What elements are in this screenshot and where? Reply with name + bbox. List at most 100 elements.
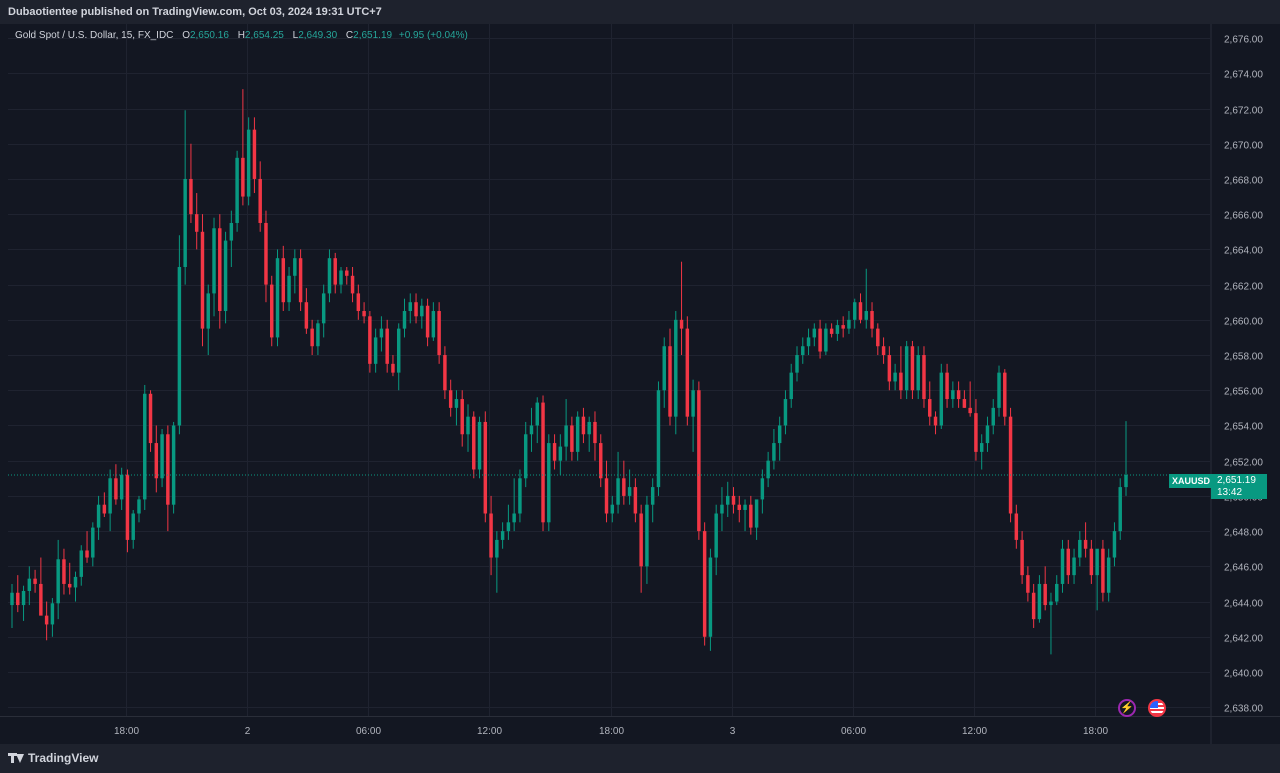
candle (85, 531, 89, 563)
tradingview-logo[interactable]: TradingView (8, 751, 98, 765)
candle (171, 421, 176, 514)
candle (131, 509, 135, 549)
candle-body (362, 311, 366, 317)
candle-body (864, 311, 868, 320)
candle-body (945, 372, 949, 400)
us-flag-icon[interactable] (1148, 699, 1166, 717)
candle-body (33, 578, 37, 584)
candle (275, 249, 280, 347)
candle-body (500, 531, 505, 540)
candle-body (143, 393, 147, 500)
candle (1026, 566, 1030, 602)
candle-body (720, 504, 724, 514)
candle-body (956, 390, 961, 400)
candle-body (523, 434, 528, 479)
open-label: O (182, 30, 190, 41)
candle-body (183, 178, 187, 267)
candle (599, 434, 603, 488)
candle (102, 492, 107, 518)
candle (593, 411, 597, 461)
candle-body (633, 487, 638, 514)
candle-body (448, 390, 453, 408)
price-tick-label: 2,658.00 (1224, 352, 1263, 363)
lightning-icon[interactable]: ⚡ (1118, 699, 1136, 717)
candle-body (599, 443, 603, 479)
price-tick-label: 2,672.00 (1224, 106, 1263, 117)
candle (241, 89, 245, 206)
candle (916, 346, 920, 400)
candle-body (102, 504, 107, 514)
candle (477, 416, 482, 479)
candle-body (275, 258, 280, 338)
candle (1014, 504, 1019, 549)
open-value: 2,650.16 (189, 30, 229, 41)
candle (685, 316, 690, 426)
candle-body (951, 390, 955, 400)
candlestick-chart[interactable]: 2,638.00 2,640.00 2,642.00 2,644.00 2,646.00… (0, 24, 1280, 744)
candle-body (114, 478, 118, 500)
candle-body (1026, 575, 1030, 593)
candle-body (714, 513, 718, 558)
candle (633, 478, 638, 523)
candle (333, 252, 337, 294)
candle (570, 416, 574, 461)
time-tick-label: 2 (245, 726, 251, 737)
candle (454, 390, 459, 426)
candle (402, 298, 407, 338)
price-tick-label: 2,668.00 (1224, 176, 1263, 187)
candle-body (564, 425, 568, 447)
candle-body (21, 590, 26, 606)
time-axis[interactable]: 18:00 2 06:00 12:00 18:00 3 06:00 12:00 18:00 (0, 716, 1280, 738)
candle-body (368, 316, 372, 364)
candle-body (131, 513, 135, 540)
candle-body (668, 346, 672, 417)
close-value: 2,651.19 (353, 30, 393, 41)
candle (847, 311, 851, 334)
candle (737, 495, 742, 523)
candle-body (789, 372, 793, 400)
candle-body (148, 393, 153, 444)
candle-body (327, 258, 332, 294)
candle-body (44, 615, 49, 625)
candle (206, 284, 210, 356)
chart-area[interactable]: 2,638.00 2,640.00 2,642.00 2,644.00 2,646.00… (0, 24, 1280, 744)
candle (679, 261, 684, 356)
candle (21, 585, 26, 621)
candle (587, 416, 591, 452)
candle-body (760, 478, 765, 500)
candle-body (928, 399, 932, 417)
candle (870, 302, 874, 338)
candle-body (593, 421, 597, 444)
candle-body (731, 495, 736, 505)
candle-body (835, 325, 840, 334)
candle-body (189, 178, 193, 215)
candle (189, 143, 193, 223)
candle-body (402, 311, 407, 329)
candle-body (79, 550, 83, 577)
candle-body (979, 443, 984, 452)
price-tick-label: 2,674.00 (1224, 70, 1263, 81)
candle (656, 381, 661, 496)
candle (922, 346, 926, 408)
candle (304, 288, 309, 334)
time-tick-label: 06:00 (356, 726, 381, 737)
candle-body (904, 346, 909, 391)
candle-body (108, 478, 112, 514)
candle (1072, 548, 1076, 584)
candle-body (1106, 557, 1111, 593)
candle-body (460, 399, 464, 435)
candle-body (575, 416, 580, 452)
candle-body (801, 346, 805, 356)
candle-body (414, 302, 418, 317)
candle (674, 311, 678, 435)
candle-body (622, 478, 626, 496)
candle (829, 323, 834, 338)
symbol-price-tag: XAUUSD (1169, 474, 1213, 488)
candle (749, 495, 753, 535)
candle (789, 363, 793, 408)
candle (368, 311, 372, 373)
candle (1049, 592, 1053, 655)
candle (795, 346, 799, 382)
candle (714, 504, 718, 576)
candle (79, 545, 83, 586)
